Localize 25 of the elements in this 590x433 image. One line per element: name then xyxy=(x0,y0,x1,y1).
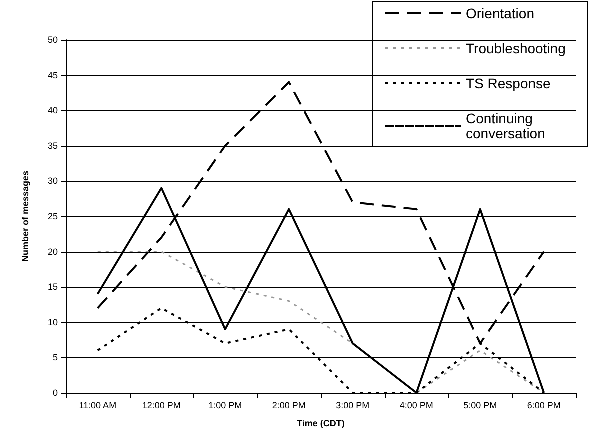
x-tick-label: 6:00 PM xyxy=(527,400,561,410)
legend-label: TS Response xyxy=(466,76,552,92)
y-tick-label: 15 xyxy=(48,282,58,292)
y-tick-label: 25 xyxy=(48,212,58,222)
y-tick-label: 40 xyxy=(48,106,58,116)
y-tick-label: 0 xyxy=(52,388,58,398)
y-tick-label: 45 xyxy=(48,70,58,80)
x-tick-label: 5:00 PM xyxy=(464,400,498,410)
y-tick-label: 5 xyxy=(52,352,58,363)
y-tick-label: 50 xyxy=(48,35,58,45)
x-tick-label: 12:00 PM xyxy=(142,400,181,410)
x-axis-title: Time (CDT) xyxy=(297,418,345,428)
x-tick-label: 3:00 PM xyxy=(336,400,370,410)
y-tick-label: 30 xyxy=(48,176,58,186)
x-tick-label: 2:00 PM xyxy=(272,400,306,410)
y-axis-title: Number of messages xyxy=(20,170,30,262)
x-tick-label: 11:00 AM xyxy=(79,400,117,410)
y-tick-label: 20 xyxy=(48,246,58,257)
x-tick-label: 1:00 PM xyxy=(208,400,242,410)
legend-label: Orientation xyxy=(466,6,534,22)
y-tick-label: 10 xyxy=(48,317,58,328)
x-tick-label: 4:00 PM xyxy=(400,400,434,410)
y-tick-label: 35 xyxy=(48,140,58,151)
legend-label: Continuing conversation xyxy=(466,110,546,142)
legend-label: Troubleshooting xyxy=(466,40,566,56)
